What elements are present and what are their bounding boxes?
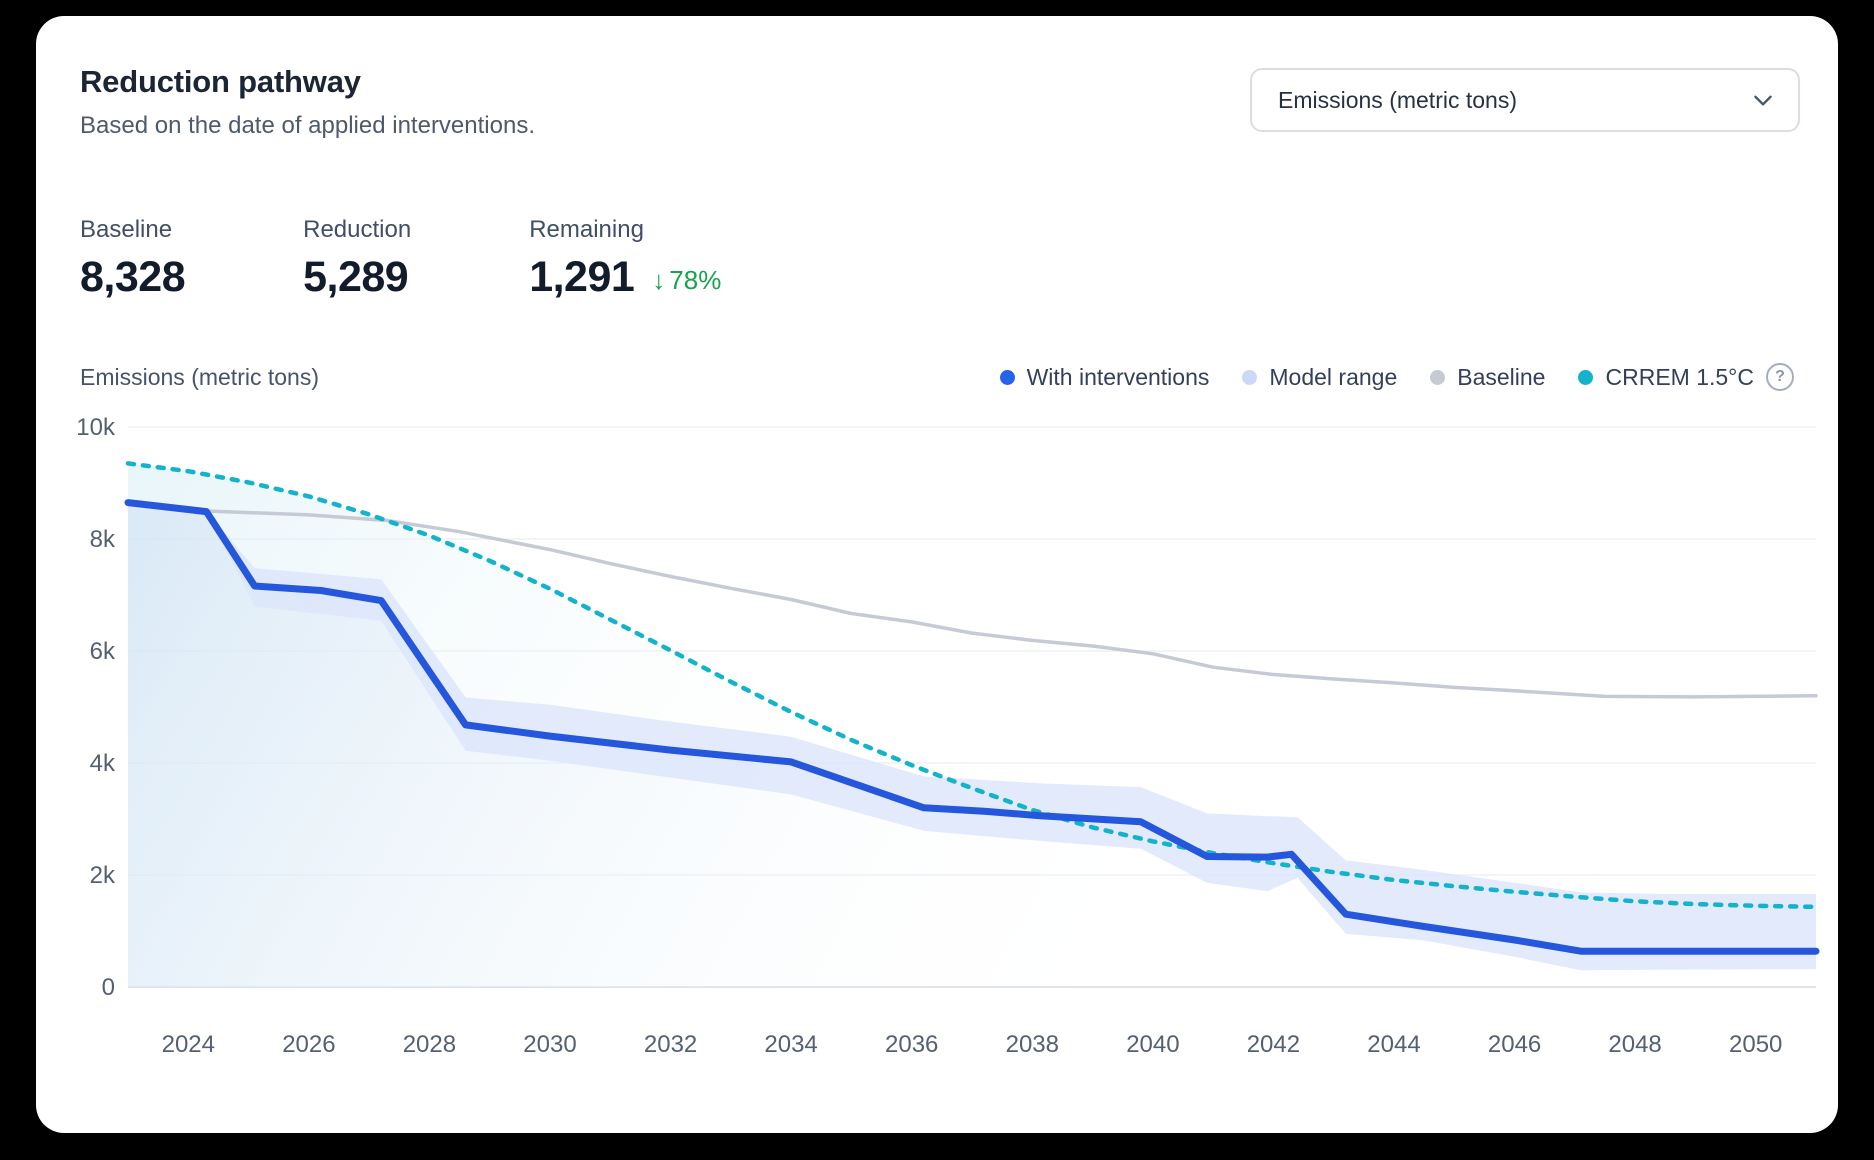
legend-item-crrem[interactable]: CRREM 1.5°C ? [1578,363,1794,391]
x-tick-label: 2044 [1367,1031,1420,1058]
legend-item-model-range[interactable]: Model range [1242,364,1397,391]
page-subtitle: Based on the date of applied interventio… [80,112,535,139]
help-icon[interactable]: ? [1766,363,1794,391]
x-tick-label: 2040 [1126,1031,1179,1058]
stat-reduction: Reduction 5,289 [303,216,411,299]
stat-remaining-label: Remaining [529,216,644,243]
y-tick-label: 6k [90,638,116,665]
chart-legend: With interventions Model range Baseline … [999,363,1794,391]
legend-dot [1430,369,1446,385]
y-tick-label: 10k [76,414,116,441]
legend-item-with-interventions[interactable]: With interventions [999,363,1210,391]
x-tick-label: 2050 [1729,1031,1782,1058]
y-tick-label: 0 [102,974,115,1001]
legend-dot [1578,369,1594,385]
reduction-pathway-card: Emissions (metric tons) Reduction pathwa… [36,16,1838,1133]
reduction-percent-badge: ↓ 78% [652,265,721,299]
stat-baseline-value: 8,328 [80,253,186,301]
y-tick-label: 4k [90,750,116,777]
arrow-down-icon: ↓ [652,265,666,295]
x-tick-label: 2026 [282,1031,335,1058]
legend-dot [999,369,1015,385]
x-tick-label: 2038 [1006,1031,1059,1058]
legend-label: Baseline [1457,363,1546,390]
stat-reduction-label: Reduction [303,216,412,243]
x-tick-label: 2034 [764,1031,817,1058]
reduction-pathway-chart[interactable]: 0 2k 4k 6k 8k 10k 2024 2026 2028 2030 2032 2034 2036… [36,397,1838,1097]
y-tick-label: 2k [90,862,116,889]
page-title: Reduction pathway [80,64,361,99]
legend-label: CRREM 1.5°C [1605,363,1754,390]
y-axis-title: Emissions (metric tons) [80,363,319,390]
stat-baseline-label: Baseline [80,216,173,243]
x-tick-label: 2028 [403,1031,456,1058]
chevron-down-icon [1754,95,1772,106]
x-tick-label: 2030 [523,1031,576,1058]
unit-select-value: Emissions (metric tons) [1278,86,1517,113]
x-tick-label: 2024 [162,1031,215,1058]
unit-select[interactable]: Emissions (metric tons) [1250,68,1800,132]
legend-dot [1242,369,1258,385]
legend-item-baseline[interactable]: Baseline [1430,364,1545,391]
reduction-percent-value: 78% [669,265,722,295]
legend-label: Model range [1269,363,1398,390]
x-tick-label: 2036 [885,1031,938,1058]
legend-label: With interventions [1026,363,1210,390]
stats-row: Baseline 8,328 Reduction 5,289 Remaining… [80,216,1794,299]
x-tick-label: 2032 [644,1031,697,1058]
y-tick-label: 8k [90,526,116,553]
x-tick-label: 2048 [1608,1031,1661,1058]
x-tick-label: 2042 [1247,1031,1300,1058]
stat-remaining: Remaining 1,291 ↓ 78% [529,216,721,299]
stat-reduction-value: 5,289 [303,253,409,301]
stat-baseline: Baseline 8,328 [80,216,186,301]
x-tick-label: 2046 [1488,1031,1541,1058]
stat-remaining-value: 1,291 [529,253,635,301]
